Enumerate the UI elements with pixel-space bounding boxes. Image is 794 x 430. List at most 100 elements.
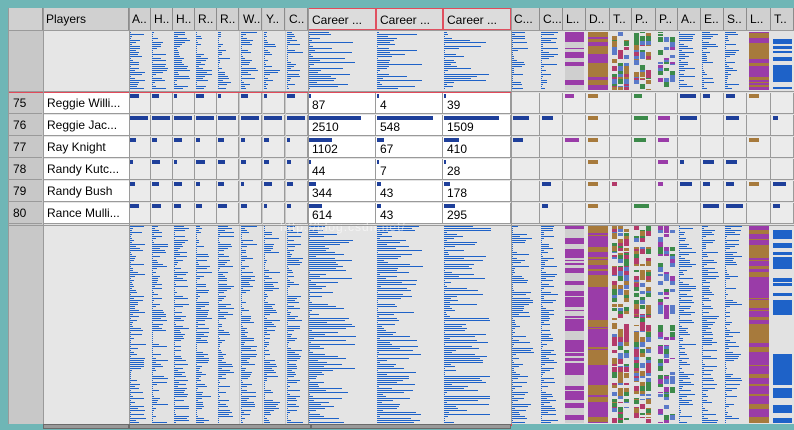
category-cell[interactable]	[610, 159, 632, 180]
category-cell[interactable]	[771, 137, 794, 158]
players-scroll-tab[interactable]	[43, 424, 129, 429]
category-cell[interactable]	[747, 137, 771, 158]
career-cell[interactable]: 43	[376, 203, 443, 224]
stat-cell[interactable]	[195, 203, 217, 224]
stat-cell[interactable]	[286, 203, 308, 224]
row-number[interactable]: 77	[8, 137, 42, 158]
stat-cell[interactable]	[240, 137, 262, 158]
stat-cell[interactable]	[240, 181, 262, 202]
category-cell[interactable]	[540, 115, 563, 136]
category-cell[interactable]	[586, 115, 610, 136]
category-cell[interactable]	[586, 159, 610, 180]
stat-cell[interactable]	[173, 93, 195, 114]
stat-cell[interactable]	[195, 115, 217, 136]
career-cell[interactable]: 1102	[308, 137, 376, 158]
stat-cell[interactable]	[240, 93, 262, 114]
stat-cell[interactable]	[217, 159, 239, 180]
category-cell[interactable]	[610, 181, 632, 202]
career-cell[interactable]: 44	[308, 159, 376, 180]
stat-column-header-4[interactable]: R..	[195, 8, 217, 30]
category-cell[interactable]	[678, 115, 701, 136]
category-column-header-9[interactable]: E..	[701, 8, 724, 30]
category-column-header-11[interactable]: L..	[747, 8, 771, 30]
stat-cell[interactable]	[286, 137, 308, 158]
stat-cell[interactable]	[240, 203, 262, 224]
stat-cell[interactable]	[217, 93, 239, 114]
category-cell[interactable]	[724, 137, 747, 158]
stat-cell[interactable]	[151, 137, 173, 158]
stat-cell[interactable]	[286, 115, 308, 136]
stat-column-header-2[interactable]: H..	[151, 8, 173, 30]
career-cell[interactable]: 2510	[308, 115, 376, 136]
category-cell[interactable]	[701, 115, 724, 136]
category-cell[interactable]	[678, 159, 701, 180]
stat-cell[interactable]	[151, 159, 173, 180]
category-cell[interactable]	[632, 137, 656, 158]
category-cell[interactable]	[701, 203, 724, 224]
stat-cell[interactable]	[263, 203, 285, 224]
stat-cell[interactable]	[173, 137, 195, 158]
category-cell[interactable]	[586, 93, 610, 114]
category-cell[interactable]	[540, 137, 563, 158]
category-cell[interactable]	[563, 203, 586, 224]
category-cell[interactable]	[511, 137, 540, 158]
category-cell[interactable]	[540, 93, 563, 114]
category-cell[interactable]	[747, 181, 771, 202]
career-cell[interactable]: 87	[308, 93, 376, 114]
category-cell[interactable]	[610, 137, 632, 158]
career-cell[interactable]: 7	[376, 159, 443, 180]
category-cell[interactable]	[724, 159, 747, 180]
stat-cell[interactable]	[217, 203, 239, 224]
category-cell[interactable]	[511, 115, 540, 136]
category-column-header-8[interactable]: A..	[678, 8, 701, 30]
stat-cell[interactable]	[263, 137, 285, 158]
stat-cell[interactable]	[217, 137, 239, 158]
category-cell[interactable]	[563, 115, 586, 136]
career-cell[interactable]: 410	[443, 137, 511, 158]
category-cell[interactable]	[771, 159, 794, 180]
category-cell[interactable]	[724, 203, 747, 224]
stat-cell[interactable]	[217, 115, 239, 136]
stat-cell[interactable]	[173, 115, 195, 136]
stat-cell[interactable]	[286, 181, 308, 202]
category-cell[interactable]	[724, 115, 747, 136]
category-cell[interactable]	[610, 93, 632, 114]
career-column-header-3[interactable]: Career ...	[443, 8, 511, 30]
players-header[interactable]: Players	[43, 8, 129, 30]
stats-scroll-tab[interactable]	[129, 424, 311, 429]
stat-cell[interactable]	[240, 115, 262, 136]
career-cell[interactable]: 1509	[443, 115, 511, 136]
category-cell[interactable]	[747, 115, 771, 136]
category-cell[interactable]	[586, 203, 610, 224]
stat-cell[interactable]	[263, 115, 285, 136]
player-name[interactable]: Reggie Willi...	[43, 93, 129, 114]
category-cell[interactable]	[511, 203, 540, 224]
category-cell[interactable]	[701, 159, 724, 180]
stat-column-header-7[interactable]: Y..	[263, 8, 285, 30]
category-column-header-3[interactable]: L..	[563, 8, 586, 30]
stat-cell[interactable]	[129, 115, 151, 136]
category-cell[interactable]	[701, 137, 724, 158]
category-cell[interactable]	[563, 159, 586, 180]
category-cell[interactable]	[771, 115, 794, 136]
category-cell[interactable]	[586, 181, 610, 202]
category-cell[interactable]	[632, 159, 656, 180]
player-name[interactable]: Randy Bush	[43, 181, 129, 202]
category-column-header-5[interactable]: T..	[610, 8, 632, 30]
stat-cell[interactable]	[217, 181, 239, 202]
category-cell[interactable]	[610, 203, 632, 224]
category-cell[interactable]	[678, 181, 701, 202]
stat-cell[interactable]	[195, 181, 217, 202]
stat-cell[interactable]	[129, 181, 151, 202]
category-cell[interactable]	[540, 159, 563, 180]
stat-cell[interactable]	[173, 203, 195, 224]
career-scroll-tab[interactable]	[311, 424, 511, 429]
stat-column-header-5[interactable]: R..	[217, 8, 239, 30]
stat-cell[interactable]	[129, 159, 151, 180]
category-cell[interactable]	[656, 93, 678, 114]
stat-cell[interactable]	[263, 181, 285, 202]
stat-cell[interactable]	[173, 159, 195, 180]
category-column-header-4[interactable]: D..	[586, 8, 610, 30]
category-column-header-2[interactable]: C...	[540, 8, 563, 30]
category-cell[interactable]	[656, 203, 678, 224]
